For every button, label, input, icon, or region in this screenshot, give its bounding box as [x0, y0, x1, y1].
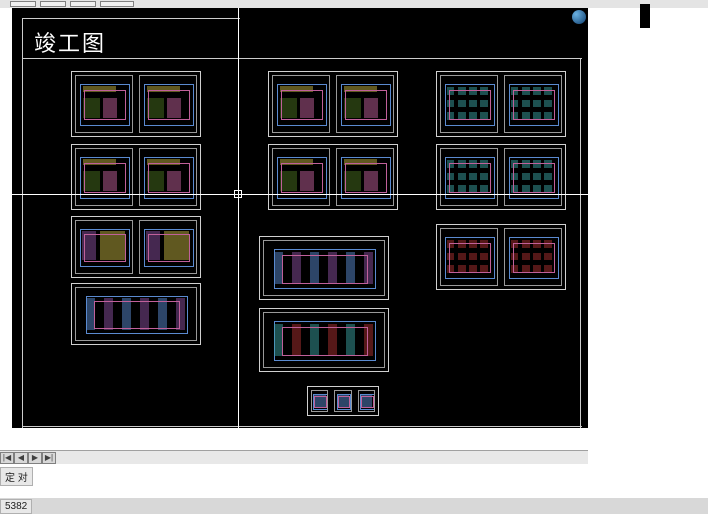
- drawing-sheet[interactable]: [71, 283, 201, 345]
- frame-line: [22, 18, 240, 19]
- frame-line: [22, 18, 23, 428]
- plan-panel: [336, 75, 394, 133]
- cad-viewport[interactable]: 竣工图: [12, 8, 588, 428]
- drawing-sheet[interactable]: [71, 71, 201, 137]
- plan-panel: [75, 75, 133, 133]
- scroll-first-button[interactable]: |◀: [0, 452, 14, 464]
- drawing-sheet[interactable]: [268, 144, 398, 210]
- plan-panel: [75, 220, 133, 274]
- plan-panel: [139, 75, 197, 133]
- drawing-sheet[interactable]: [436, 224, 566, 290]
- drawing-sheet[interactable]: [307, 386, 379, 416]
- drawing-sheet[interactable]: [259, 236, 389, 300]
- toolbar-button[interactable]: [10, 1, 36, 7]
- drawing-sheet[interactable]: [436, 144, 566, 210]
- plan-panel: [440, 228, 498, 286]
- plan-panel: [504, 148, 562, 206]
- scroll-right-button[interactable]: ▶: [28, 452, 42, 464]
- status-cell: 定 对: [0, 467, 33, 486]
- toolbar-button[interactable]: [70, 1, 96, 7]
- plan-panel: [263, 240, 385, 296]
- plan-panel: [263, 312, 385, 368]
- status-row: 5382: [0, 498, 708, 514]
- drawing-title: 竣工图: [34, 26, 106, 58]
- plan-panel: [272, 148, 330, 206]
- plan-panel: [75, 287, 197, 341]
- drawing-sheet[interactable]: [71, 144, 201, 210]
- plan-panel: [440, 75, 498, 133]
- plan-panel: [504, 75, 562, 133]
- top-toolbar: [0, 0, 708, 8]
- status-row: 定 对: [0, 468, 708, 484]
- plan-panel: [75, 148, 133, 206]
- frame-line: [22, 426, 582, 427]
- plan-panel: [336, 148, 394, 206]
- layout-tab-strip: |◀ ◀ ▶ ▶|: [0, 450, 588, 464]
- scroll-left-button[interactable]: ◀: [14, 452, 28, 464]
- right-marker: [640, 4, 650, 28]
- frame-line: [238, 18, 239, 428]
- plan-panel: [139, 220, 197, 274]
- toolbar-button[interactable]: [100, 1, 134, 7]
- plan-panel: [440, 148, 498, 206]
- plan-panel: [334, 390, 351, 412]
- scroll-last-button[interactable]: ▶|: [42, 452, 56, 464]
- plan-panel: [311, 390, 328, 412]
- plan-panel: [139, 148, 197, 206]
- plan-panel: [504, 228, 562, 286]
- frame-line: [580, 58, 581, 428]
- coordinates-cell: 5382: [0, 499, 32, 514]
- drawing-sheet[interactable]: [436, 71, 566, 137]
- toolbar-button[interactable]: [40, 1, 66, 7]
- plan-panel: [272, 75, 330, 133]
- drawing-sheet[interactable]: [71, 216, 201, 278]
- drawing-sheet[interactable]: [268, 71, 398, 137]
- frame-line: [22, 58, 582, 59]
- drawing-sheet[interactable]: [259, 308, 389, 372]
- plan-panel: [358, 390, 375, 412]
- compass-icon[interactable]: [572, 10, 586, 24]
